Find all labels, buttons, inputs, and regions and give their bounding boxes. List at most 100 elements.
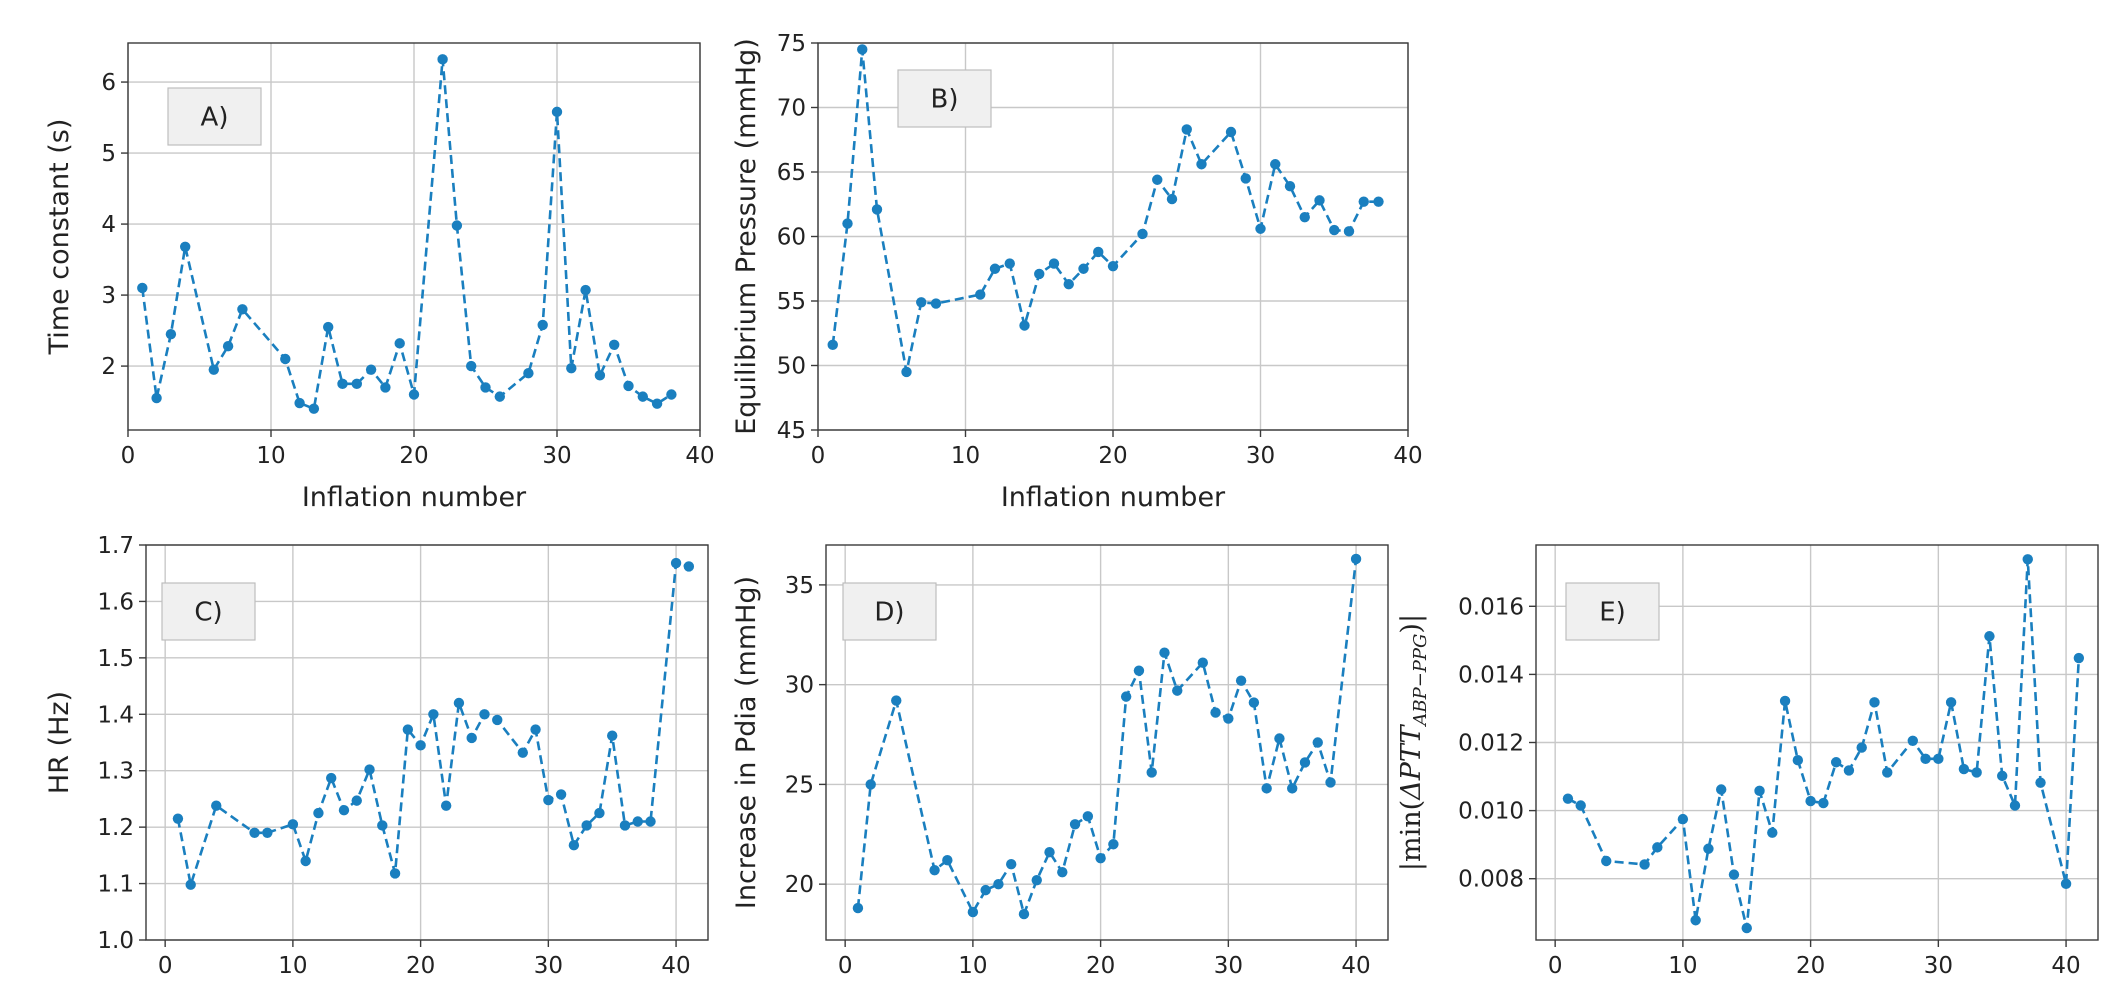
- chart-c-point-23: [530, 724, 541, 735]
- chart-c-point-7: [313, 807, 324, 819]
- chart-b-point-20: [1181, 124, 1192, 135]
- chart-b-point-11: [1034, 268, 1045, 280]
- chart-a-y-axis-label: Time constant (s): [44, 119, 75, 356]
- chart-e-x-tick-label-2: 20: [1796, 953, 1825, 979]
- chart-a-y-tick-label-2: 4: [101, 212, 116, 238]
- chart-d-point-12: [1057, 866, 1068, 878]
- chart-c-y-tick-label-0: 1.0: [97, 928, 134, 954]
- chart-a-point-32: [666, 389, 677, 400]
- chart-d-point-17: [1120, 691, 1132, 702]
- chart-a-point-17: [437, 54, 448, 65]
- chart-e-point-27: [1971, 767, 1982, 778]
- chart-c-point-28: [594, 807, 605, 819]
- chart-c-point-15: [415, 740, 426, 751]
- chart-c-point-27: [581, 820, 592, 831]
- chart-d-point-24: [1223, 713, 1234, 724]
- chart-e-point-25: [1945, 697, 1957, 708]
- chart-c-point-8: [326, 772, 337, 784]
- chart-a-point-21: [494, 391, 505, 402]
- chart-e-point-23: [1920, 753, 1931, 765]
- chart-b-point-15: [1093, 246, 1104, 258]
- chart-b-y-tick-label-0: 45: [777, 418, 806, 444]
- chart-e-x-tick-label-4: 40: [2051, 953, 2080, 979]
- chart-c-point-25: [555, 789, 567, 800]
- chart-a-point-25: [566, 363, 577, 374]
- chart-c-point-18: [453, 697, 465, 709]
- chart-c-y-tick-label-7: 1.7: [97, 533, 134, 559]
- chart-c-point-3: [249, 827, 260, 838]
- chart-panel-a: 0 10 20 30 40 2 3 4 5 6 Inflation number Time const…: [44, 42, 715, 513]
- chart-a-point-13: [365, 364, 377, 375]
- chart-b-point-12: [1048, 258, 1060, 269]
- chart-b-tag-box: [897, 69, 992, 128]
- chart-d-point-16: [1108, 839, 1119, 850]
- chart-a-point-0: [137, 282, 148, 294]
- chart-d-point-19: [1146, 767, 1157, 778]
- chart-b-point-5: [916, 297, 927, 308]
- chart-e-point-16: [1818, 797, 1829, 809]
- chart-b-point-16: [1107, 260, 1119, 272]
- chart-b-point-29: [1329, 224, 1340, 236]
- chart-b-point-22: [1225, 126, 1237, 138]
- chart-d-point-18: [1133, 665, 1145, 676]
- chart-d-point-2: [891, 695, 902, 706]
- chart-a-point-31: [651, 398, 663, 409]
- chart-b-x-tick-label-4: 40: [1393, 443, 1422, 469]
- chart-c-point-21: [492, 714, 503, 726]
- chart-d-point-3: [929, 864, 940, 876]
- chart-a-x-tick-label-4: 40: [685, 443, 714, 469]
- chart-c-point-30: [619, 820, 631, 831]
- chart-d-point-25: [1235, 675, 1247, 686]
- chart-d-x-tick-label-3: 30: [1214, 953, 1243, 979]
- chart-c-point-5: [287, 819, 299, 830]
- chart-e-y-axis-label-symbol: ΔPTT: [1396, 724, 1427, 801]
- chart-e-point-8: [1716, 784, 1727, 795]
- chart-b-point-13: [1063, 279, 1074, 290]
- chart-c-point-2: [211, 800, 222, 811]
- chart-b-tag-label: B): [931, 85, 959, 115]
- chart-b-y-tick-label-4: 65: [777, 160, 806, 186]
- chart-a-point-4: [208, 364, 219, 375]
- chart-d-point-20: [1159, 647, 1170, 658]
- chart-c-y-axis-label: HR (Hz): [44, 691, 75, 794]
- chart-d-tag-box: [842, 582, 937, 641]
- chart-e-point-22: [1907, 735, 1918, 746]
- chart-e-y-axis-label: |min(ΔPTTABP−PPG)|: [1396, 614, 1431, 871]
- chart-a-x-tick-label-2: 20: [399, 443, 428, 469]
- chart-b-point-18: [1152, 174, 1163, 185]
- chart-a-point-14: [380, 382, 391, 393]
- chart-d-point-7: [993, 878, 1004, 890]
- chart-e-point-18: [1843, 765, 1855, 776]
- chart-b-point-27: [1299, 211, 1310, 223]
- chart-d-point-27: [1261, 783, 1272, 794]
- chart-a-point-24: [551, 106, 563, 118]
- chart-d-point-29: [1287, 783, 1298, 794]
- chart-a-y-tick-label-0: 2: [101, 354, 116, 380]
- chart-e-point-32: [2035, 777, 2046, 788]
- chart-e-point-14: [1792, 755, 1804, 766]
- chart-c-point-14: [402, 724, 414, 735]
- chart-c-plot-frame: [145, 544, 709, 941]
- chart-d-point-13: [1069, 819, 1081, 830]
- chart-d-point-33: [1350, 553, 1362, 565]
- chart-e-tag-box: [1565, 582, 1660, 641]
- chart-a-x-axis-label: Inflation number: [302, 482, 527, 513]
- chart-e-point-17: [1830, 757, 1842, 768]
- chart-a-point-6: [237, 304, 248, 315]
- chart-e-point-11: [1754, 785, 1765, 797]
- chart-e-point-5: [1677, 813, 1689, 825]
- chart-a-point-10: [323, 321, 334, 333]
- chart-e-point-20: [1869, 697, 1880, 708]
- chart-a-point-29: [623, 380, 634, 392]
- chart-c-point-19: [466, 732, 477, 744]
- chart-b-point-7: [975, 289, 986, 300]
- chart-d-point-11: [1044, 847, 1055, 858]
- chart-c-point-22: [517, 747, 528, 758]
- chart-b-point-32: [1373, 196, 1384, 207]
- chart-b-x-tick-label-1: 10: [951, 443, 980, 469]
- chart-a-point-5: [222, 341, 234, 352]
- chart-e-tag-label: E): [1599, 598, 1626, 628]
- chart-c-point-9: [338, 805, 350, 816]
- chart-e-point-34: [2073, 652, 2085, 664]
- chart-b-point-1: [842, 218, 853, 229]
